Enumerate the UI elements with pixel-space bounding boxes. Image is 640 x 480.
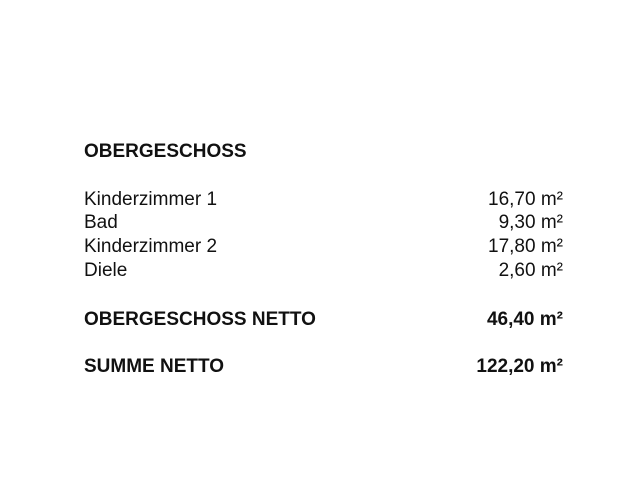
room-area: 9,30 m² [498, 212, 563, 233]
room-name: Kinderzimmer 1 [84, 189, 218, 210]
total-row: SUMME NETTO 122,20 m² [84, 355, 563, 379]
room-area: 17,80 m² [488, 236, 563, 257]
subtotal-area: 46,40 m² [486, 309, 563, 330]
subtotal-row: OBERGESCHOSS NETTO 46,40 m² [84, 308, 563, 332]
section-title: OBERGESCHOSS [84, 141, 247, 162]
room-name: Bad [84, 212, 118, 233]
total-area: 122,20 m² [476, 356, 563, 377]
total-label: SUMME NETTO [84, 356, 225, 377]
room-row: Bad 9,30 m² [84, 211, 563, 235]
room-area: 16,70 m² [488, 189, 563, 210]
room-row: Kinderzimmer 2 17,80 m² [84, 235, 563, 259]
subtotal-label: OBERGESCHOSS NETTO [84, 309, 316, 330]
room-row: Kinderzimmer 1 16,70 m² [84, 188, 563, 212]
room-area: 2,60 m² [498, 260, 563, 281]
room-name: Diele [84, 260, 128, 281]
room-name: Kinderzimmer 2 [84, 236, 218, 257]
room-row: Diele 2,60 m² [84, 259, 563, 283]
